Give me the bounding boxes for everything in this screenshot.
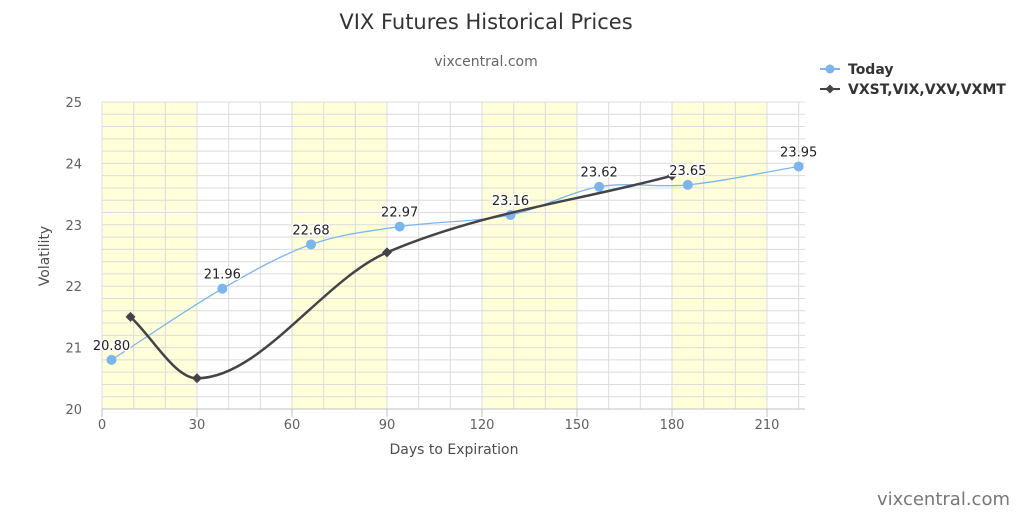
x-tick-label: 210 bbox=[755, 418, 780, 433]
legend-term-label: VXST,VIX,VXV,VXMT bbox=[848, 82, 1006, 98]
expiration-band-3 bbox=[672, 102, 767, 409]
data-label-today: 22.97 bbox=[381, 206, 418, 221]
chart-title: VIX Futures Historical Prices bbox=[339, 10, 632, 34]
data-label-today: 23.95 bbox=[780, 145, 817, 160]
data-label-today: 21.96 bbox=[204, 268, 241, 283]
point-today bbox=[394, 221, 405, 232]
point-today bbox=[106, 354, 117, 365]
y-tick-label: 24 bbox=[65, 157, 82, 172]
data-label-today: 20.80 bbox=[93, 339, 130, 354]
data-labels: 20.80 21.96 22.68 22.97 23.16 23.62 23.65 23.95 bbox=[91, 144, 818, 355]
expiration-bands bbox=[102, 102, 767, 409]
data-label-today: 23.16 bbox=[492, 194, 529, 209]
x-axis-ticks: 0 30 60 90 120 150 180 210 bbox=[98, 409, 780, 433]
y-tick-label: 21 bbox=[65, 342, 82, 357]
x-tick-label: 150 bbox=[565, 418, 590, 433]
legend-item-today[interactable]: Today bbox=[820, 62, 893, 78]
grid-lines bbox=[101, 101, 805, 410]
legend: Today VXST,VIX,VXV,VXMT bbox=[820, 62, 1006, 98]
data-label-today: 23.62 bbox=[581, 166, 618, 181]
x-tick-label: 90 bbox=[379, 418, 396, 433]
y-tick-label: 25 bbox=[65, 96, 82, 111]
point-term-structure bbox=[382, 247, 392, 258]
point-today bbox=[682, 179, 693, 190]
expiration-band-1 bbox=[292, 102, 387, 409]
chart-subtitle: vixcentral.com bbox=[434, 54, 537, 70]
point-today bbox=[793, 161, 804, 172]
y-tick-label: 22 bbox=[65, 280, 82, 295]
x-tick-label: 120 bbox=[470, 418, 495, 433]
data-label-today: 22.68 bbox=[292, 223, 329, 238]
series-layer bbox=[106, 161, 804, 384]
legend-item-vxst-vix-vxv-vxmt[interactable]: VXST,VIX,VXV,VXMT bbox=[820, 82, 1006, 98]
legend-term-marker bbox=[825, 84, 835, 94]
expiration-band-0 bbox=[102, 102, 197, 409]
point-today bbox=[217, 283, 228, 294]
point-term-structure bbox=[667, 170, 677, 181]
y-axis-title: Volatility bbox=[37, 226, 53, 286]
legend-today-marker bbox=[825, 64, 835, 74]
point-term-structure bbox=[192, 373, 202, 384]
y-tick-label: 20 bbox=[65, 403, 82, 418]
point-today bbox=[306, 239, 316, 250]
y-tick-label: 23 bbox=[65, 219, 82, 234]
credit-watermark: vixcentral.com bbox=[877, 489, 1010, 510]
series-line-term-structure bbox=[129, 174, 673, 380]
point-today bbox=[594, 181, 605, 192]
x-tick-label: 0 bbox=[98, 418, 106, 433]
x-tick-label: 30 bbox=[189, 418, 206, 433]
x-tick-label: 60 bbox=[284, 418, 301, 433]
point-term-structure bbox=[125, 311, 136, 322]
expiration-band-2 bbox=[482, 102, 577, 409]
x-tick-label: 180 bbox=[660, 418, 685, 433]
y-axis-ticks: 20 21 22 23 24 25 bbox=[65, 96, 82, 418]
x-axis-title: Days to Expiration bbox=[390, 442, 519, 458]
data-label-today: 23.65 bbox=[669, 164, 706, 179]
legend-today-label: Today bbox=[848, 62, 893, 78]
